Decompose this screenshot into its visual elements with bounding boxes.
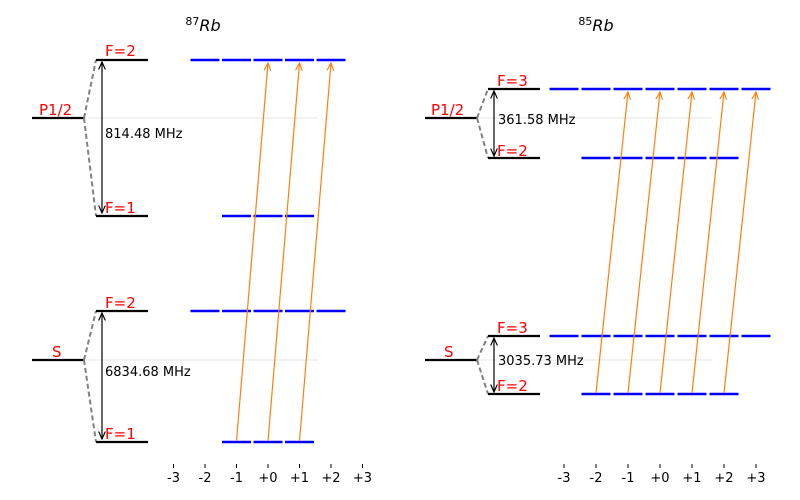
rb87-tick-label: +3 (353, 471, 372, 486)
rb85-transition-arrow-m-1-to-m0 (627, 92, 660, 394)
rb87-s-split-dash-upper (83, 310, 97, 361)
rb85-s-splitting-label: 3035.73 MHz (498, 354, 584, 369)
rb87-transition-arrows (235, 63, 332, 442)
rb87-tick-label: -2 (199, 471, 212, 486)
rb85-p12-splitting-label: 361.58 MHz (498, 113, 576, 128)
rb87-s-f1-label: F=1 (105, 425, 136, 443)
rb85-s-f3-label: F=3 (497, 319, 528, 337)
rb85-m-axis-ticks: -3 -2 -1 +0 +1 +2 +3 (558, 464, 766, 486)
rb85-p12-split-dash-upper (476, 88, 489, 119)
rb85-s-f2-label: F=2 (497, 377, 528, 395)
rb87-p12-split-dash-upper (83, 59, 97, 119)
rb87-p12-splitting-label: 814.48 MHz (105, 127, 183, 142)
rb85-tick-label: +0 (650, 471, 669, 486)
rb85-p12-label: P1/2 (431, 101, 464, 119)
rb85-title-mass-number: 85 (578, 15, 592, 28)
rb85-transition-arrow-m-2-to-m-1 (595, 92, 628, 394)
rb87-tick-label: -3 (167, 471, 180, 486)
rb87-panel: 87Rb P1/2 F=2 F=1 814.48 MHz S F=2 F=1 6… (32, 15, 372, 486)
rb85-p12-split-dash-lower (476, 117, 489, 159)
rb87-zeeman-sublevels (190, 58, 346, 444)
rb87-s-f2-label: F=2 (105, 294, 136, 312)
rb85-tick-label: +2 (714, 471, 733, 486)
rb85-s-split-dash-lower (476, 359, 489, 395)
rb85-transition-arrow-m2-to-m3 (723, 92, 756, 394)
rb85-zeeman-sublevels (549, 87, 771, 396)
rb85-transition-arrow-m0-to-m1 (659, 92, 692, 394)
rb85-s-label: S (444, 343, 454, 361)
rb85-s-split-dash-upper (476, 335, 489, 361)
rb85-p12-f3-label: F=3 (497, 72, 528, 90)
rb85-title-element: Rb (592, 16, 613, 35)
rb87-transition-arrow-m-1-to-m0 (235, 63, 269, 442)
rb85-tick-label: -2 (590, 471, 603, 486)
rb87-title: 87Rb (185, 15, 220, 35)
rb87-title-mass-number: 87 (185, 15, 199, 28)
rb85-tick-label: -3 (558, 471, 571, 486)
rb87-tick-label: -1 (230, 471, 243, 486)
rb87-s-splitting-label: 6834.68 MHz (105, 365, 191, 380)
rb87-s-split-dash-lower (83, 359, 97, 443)
rb87-m-axis-ticks: -3 -2 -1 +0 +1 +2 +3 (167, 464, 372, 486)
rb85-tick-label: -1 (622, 471, 635, 486)
rb85-tick-label: +3 (746, 471, 765, 486)
rb87-transition-arrow-m0-to-m1 (267, 63, 300, 442)
rb87-s-label: S (52, 343, 62, 361)
rb87-p12-f1-label: F=1 (105, 199, 136, 217)
rb85-panel: 85Rb P1/2 F=3 F=2 361.58 MHz S F=3 F=2 3… (425, 15, 771, 486)
rb87-p12-label: P1/2 (39, 101, 72, 119)
rb85-transition-arrows (595, 92, 756, 394)
rb85-p12-f2-label: F=2 (497, 142, 528, 160)
rb87-transition-arrow-m1-to-m2 (298, 63, 332, 442)
rb87-p12-split-dash-lower (83, 117, 97, 217)
rb87-title-element: Rb (199, 16, 220, 35)
rb85-transition-arrow-m1-to-m2 (691, 92, 724, 394)
rb85-tick-label: +1 (682, 471, 701, 486)
rb87-p12-f2-label: F=2 (105, 42, 136, 60)
rb87-tick-label: +2 (321, 471, 340, 486)
rb87-tick-label: +1 (290, 471, 309, 486)
rb85-title: 85Rb (578, 15, 613, 35)
rb87-tick-label: +0 (258, 471, 277, 486)
